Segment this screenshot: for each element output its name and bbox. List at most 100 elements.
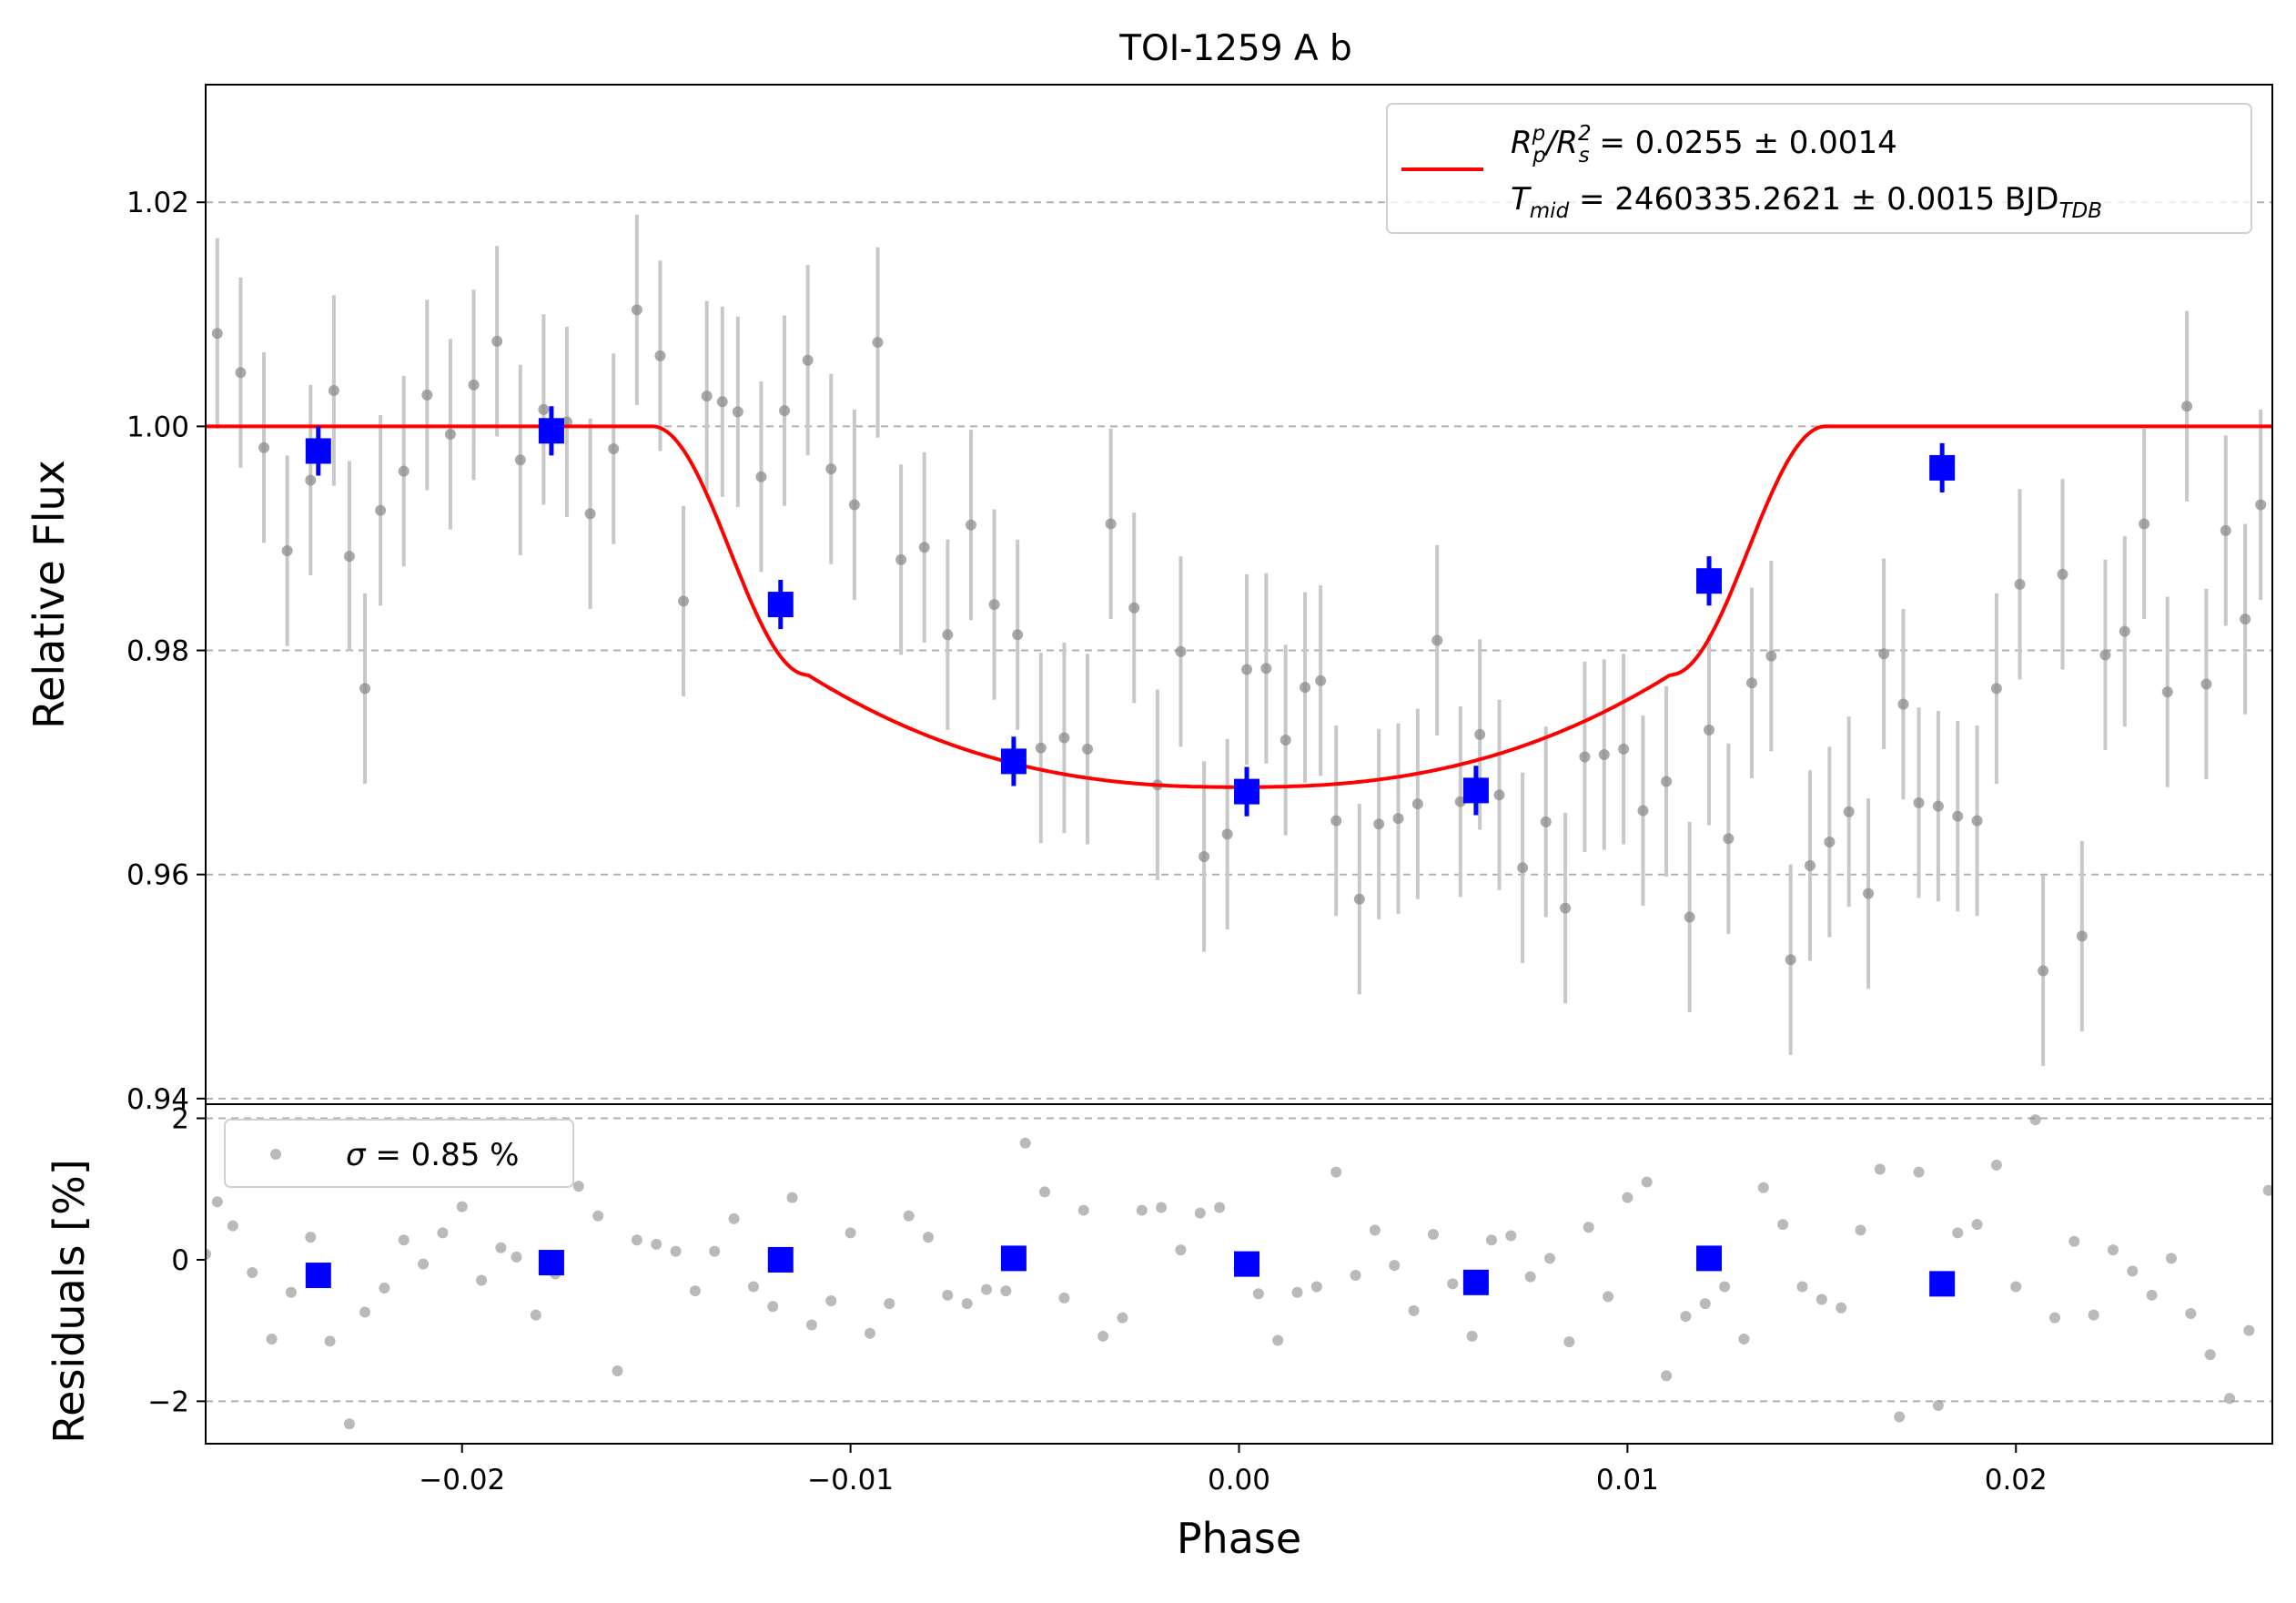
residual-point [2166, 1253, 2178, 1264]
data-point [918, 542, 930, 553]
data-point [2200, 678, 2212, 690]
residual-point [2204, 1349, 2216, 1361]
residual-point [2107, 1244, 2119, 1256]
residual-point [511, 1251, 522, 1263]
residual-point [2048, 1312, 2060, 1324]
legend-mid-transit-time: Tmid = 2460335.2621 ± 0.0015 BJDTDB [1511, 181, 2102, 223]
residual-point [1680, 1311, 1692, 1323]
residual-point [1603, 1291, 1614, 1303]
data-point [305, 474, 317, 486]
residual-binned-points [305, 1245, 1956, 1297]
data-point [1221, 828, 1233, 840]
legend-residual-marker [270, 1149, 281, 1160]
data-point [2119, 625, 2130, 637]
data-point [678, 595, 690, 607]
residual-point [1719, 1281, 1731, 1293]
residual-point [572, 1181, 584, 1192]
binned-point [767, 592, 794, 618]
top-y-tick-label: 0.94 [126, 1083, 189, 1116]
residual-point [1738, 1333, 1750, 1344]
data-point [1058, 732, 1070, 744]
residual-point [437, 1227, 449, 1239]
data-point [654, 350, 666, 361]
residual-point [2243, 1324, 2255, 1336]
residual-point [631, 1234, 642, 1246]
data-point [802, 354, 814, 366]
x-tick-label: −0.02 [419, 1464, 505, 1496]
top-panel-errorbars [215, 214, 2263, 1067]
residual-point [981, 1283, 993, 1295]
data-point [732, 406, 743, 418]
data-point [1128, 602, 1140, 614]
residual-point [747, 1281, 759, 1293]
residual-point [1485, 1234, 1497, 1246]
residual-point [1194, 1207, 1206, 1219]
residual-point [211, 1196, 223, 1208]
residual-point [1136, 1204, 1148, 1216]
data-point [965, 519, 976, 531]
data-point [716, 396, 728, 408]
residual-point [1622, 1192, 1633, 1203]
legend-sigma: σ = 0.85 % [346, 1137, 519, 1173]
binned-point [305, 438, 331, 464]
residual-point [1214, 1202, 1226, 1213]
x-tick-label: 0.00 [1208, 1464, 1270, 1496]
data-point [1971, 815, 1983, 827]
data-point [444, 429, 456, 440]
residual-point [922, 1232, 934, 1243]
residual-point [2146, 1289, 2158, 1301]
data-point [1932, 800, 1944, 812]
residual-point [1913, 1166, 1925, 1178]
data-point [1300, 682, 1311, 694]
residual-point [1855, 1224, 1866, 1236]
data-point [2220, 524, 2231, 536]
data-point [2139, 518, 2150, 530]
residual-point [1932, 1400, 1944, 1412]
residual-point [418, 1258, 430, 1270]
data-point [1105, 518, 1117, 530]
data-point [1843, 806, 1855, 817]
residual-point [1427, 1228, 1439, 1240]
binned-residual-point [305, 1263, 331, 1289]
residual-point [1699, 1298, 1711, 1310]
data-point [1990, 683, 2002, 695]
data-point [2014, 578, 2026, 590]
residual-point [942, 1289, 954, 1301]
top-y-axis-label: Relative Flux [25, 460, 74, 729]
data-point [895, 553, 907, 565]
top-panel-grid [206, 201, 2272, 1100]
residual-point [728, 1212, 740, 1224]
bottom-y-tick-label: 2 [171, 1103, 189, 1136]
residual-point [1990, 1159, 2002, 1171]
residual-points [206, 1114, 2293, 1430]
residual-point [2010, 1281, 2022, 1293]
residual-point [1816, 1294, 1827, 1305]
residual-point [825, 1295, 837, 1307]
data-point [825, 463, 837, 475]
top-panel-binned-points [305, 406, 1956, 817]
residual-point [530, 1309, 541, 1321]
residual-point [1252, 1288, 1264, 1300]
binned-residual-point [538, 1250, 564, 1276]
data-point [1241, 664, 1253, 675]
residual-point [2282, 1239, 2293, 1250]
data-point [1474, 728, 1486, 740]
data-point [211, 328, 223, 340]
residual-point [2262, 1184, 2272, 1196]
data-point [538, 403, 550, 415]
residual-point [592, 1210, 604, 1222]
residual-point [398, 1234, 410, 1246]
transit-model-line [206, 424, 2272, 789]
data-point [1373, 818, 1385, 830]
data-point [1260, 663, 1272, 675]
binned-residual-point [1929, 1271, 1956, 1297]
data-point [1598, 749, 1610, 760]
residual-point [1408, 1304, 1420, 1316]
residual-point [612, 1365, 623, 1376]
residual-point [1310, 1281, 1322, 1293]
data-point [1824, 837, 1836, 847]
residual-point [884, 1298, 895, 1310]
residual-point [379, 1283, 390, 1294]
data-point [1765, 650, 1777, 662]
residual-point [1272, 1334, 1284, 1346]
